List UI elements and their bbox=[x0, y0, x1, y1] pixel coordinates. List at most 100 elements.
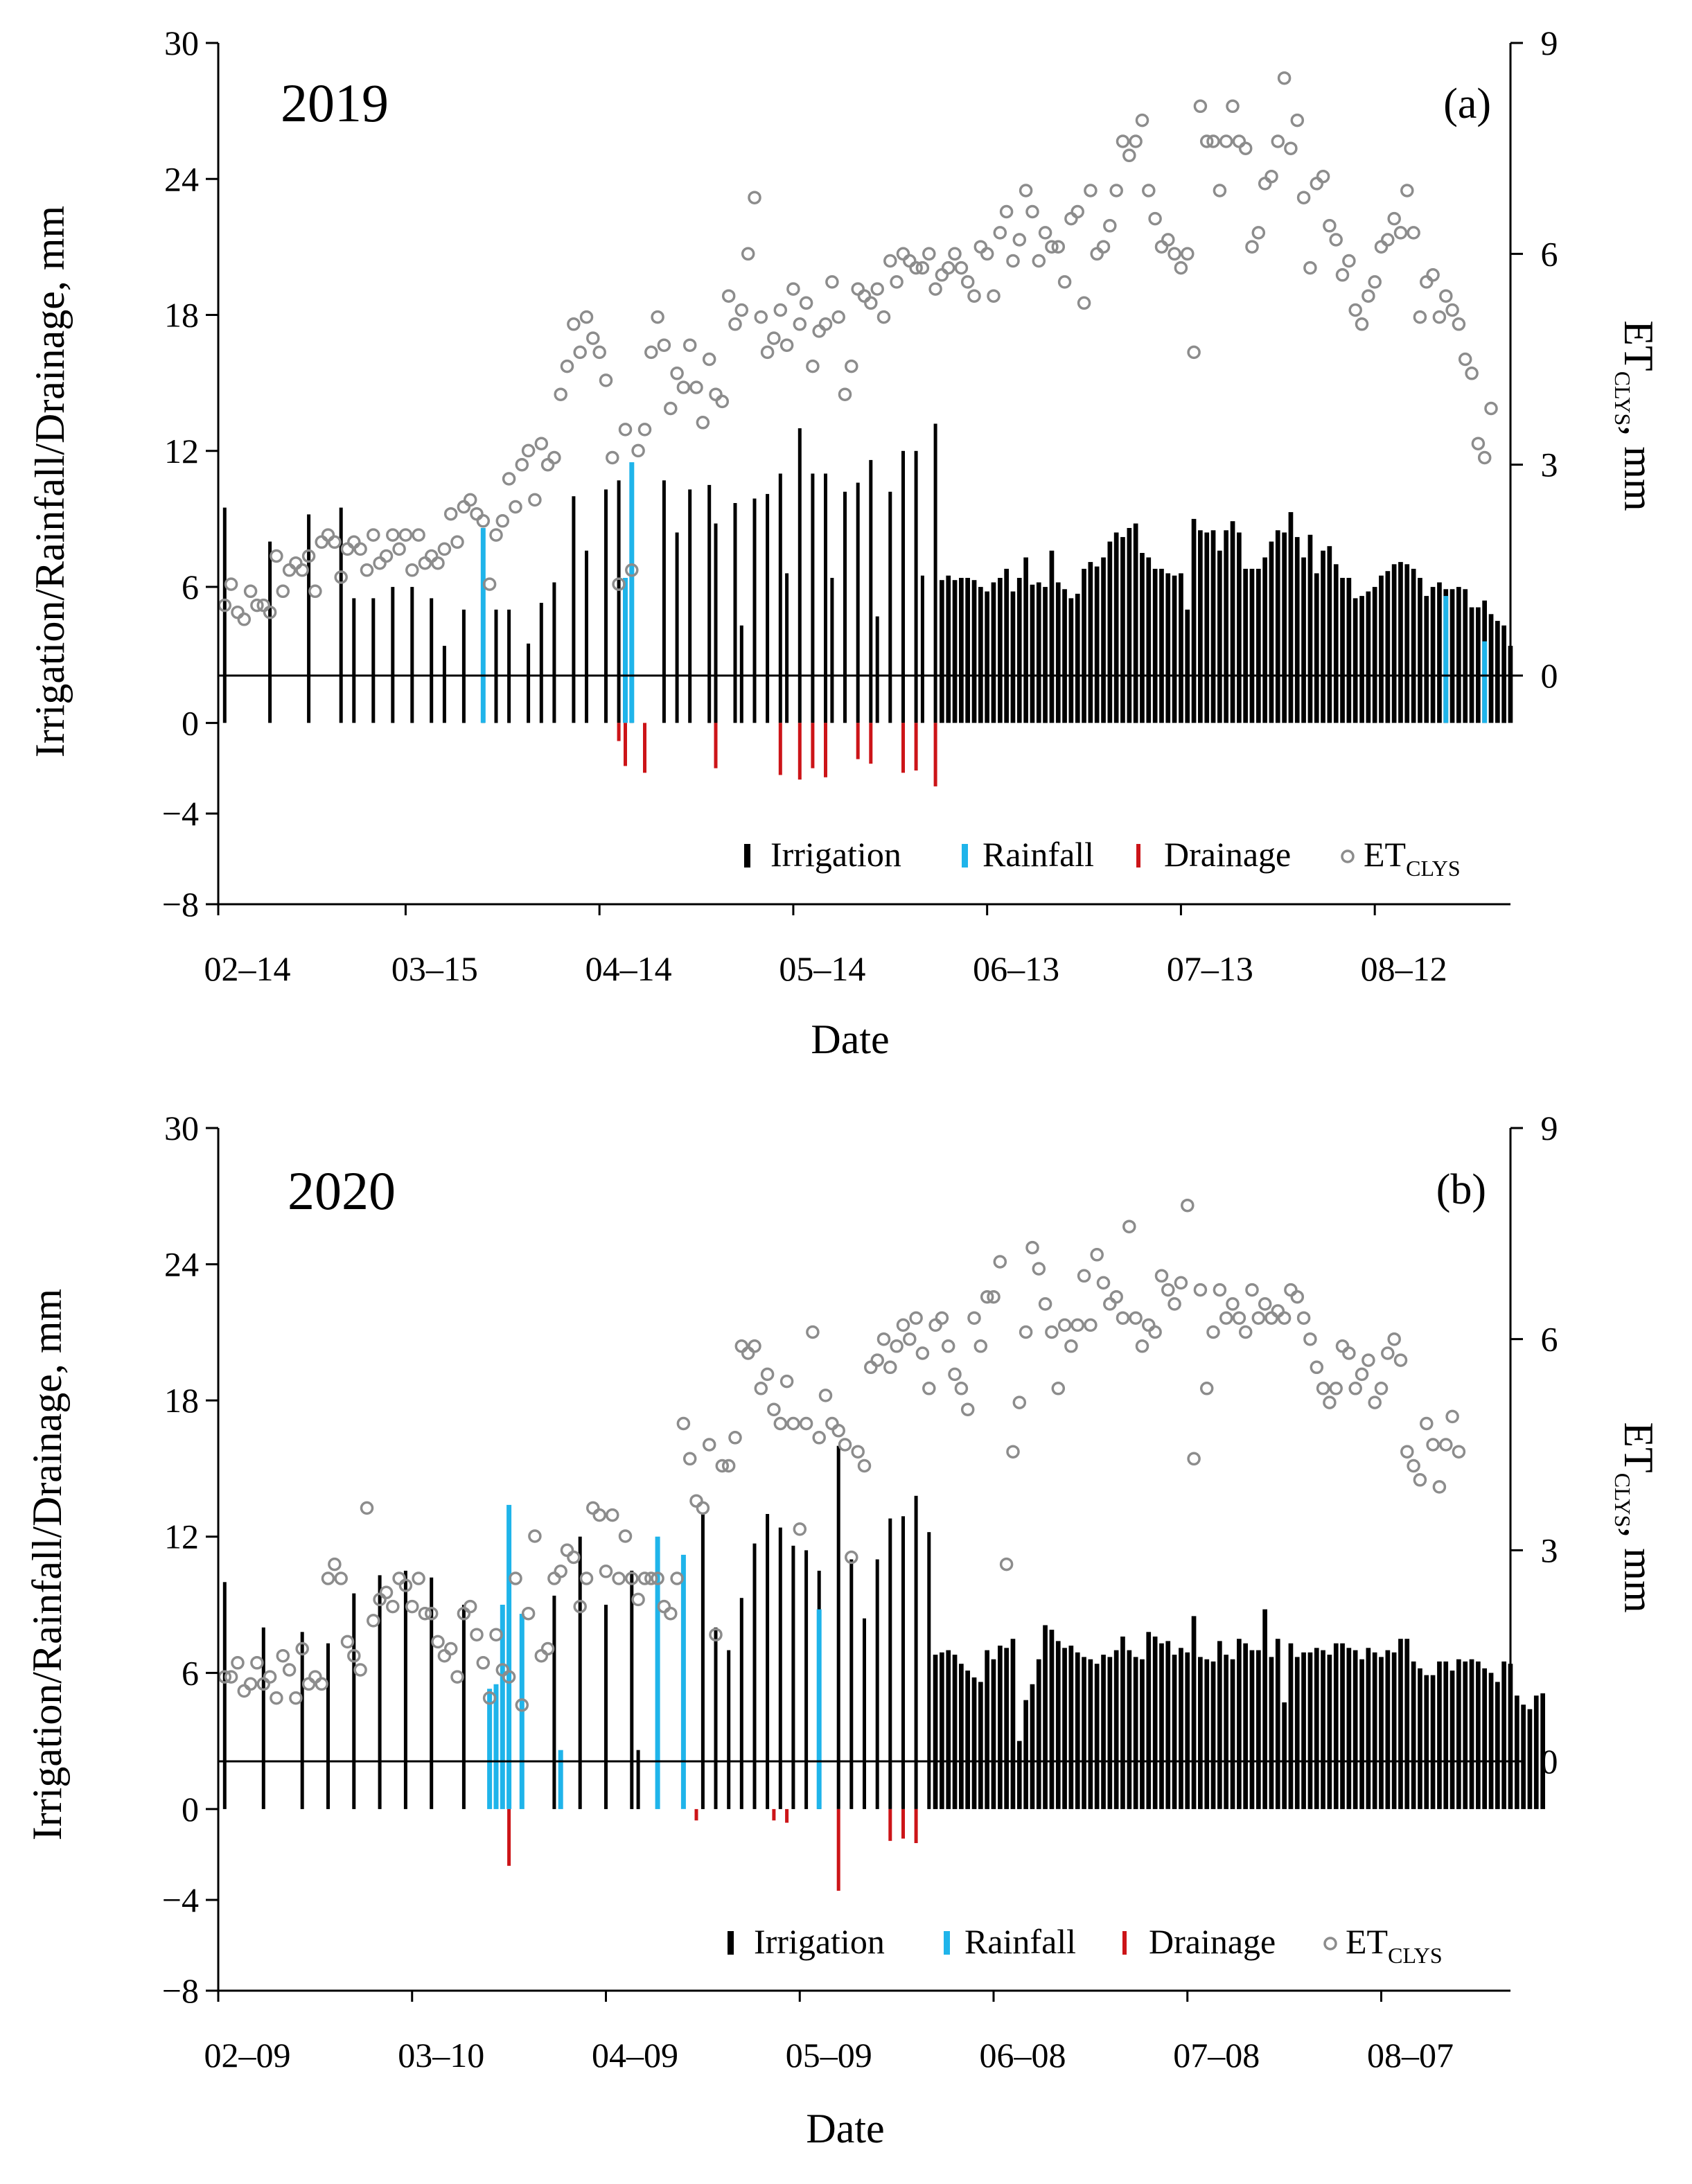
et-point bbox=[799, 296, 813, 310]
irrigation-bar bbox=[933, 423, 937, 723]
irrigation-bar bbox=[268, 541, 272, 723]
et-point bbox=[999, 1557, 1014, 1571]
y2-tick-label: 6 bbox=[1541, 1320, 1558, 1359]
et-point bbox=[883, 254, 897, 268]
x-tick-label: 05–14 bbox=[779, 949, 865, 988]
irrigation-bar bbox=[1398, 1639, 1403, 1809]
et-point bbox=[1381, 1346, 1395, 1360]
et-point bbox=[793, 317, 807, 331]
irrigation-bar bbox=[1159, 1643, 1164, 1809]
et-point bbox=[1316, 169, 1330, 184]
et-point bbox=[560, 1543, 574, 1558]
y2-axis-title-unit: , mm bbox=[1616, 1527, 1662, 1612]
et-point bbox=[864, 1360, 878, 1375]
et-point bbox=[276, 1648, 290, 1663]
et-point bbox=[1245, 240, 1259, 254]
et-point bbox=[301, 1677, 316, 1691]
et-point bbox=[418, 556, 432, 570]
et-point bbox=[1181, 247, 1195, 261]
irrigation-bar bbox=[688, 489, 692, 723]
irrigation-bar bbox=[714, 1627, 718, 1809]
et-point bbox=[954, 1382, 969, 1395]
et-point bbox=[786, 1416, 800, 1431]
irrigation-bar bbox=[1321, 1650, 1325, 1809]
x-axis-title: Date bbox=[806, 2106, 884, 2151]
irrigation-bar bbox=[1314, 573, 1319, 723]
y2-axis-title-main: ET bbox=[1616, 320, 1662, 371]
et-point bbox=[1361, 289, 1375, 303]
et-point bbox=[270, 1691, 283, 1705]
et-point bbox=[1109, 1289, 1123, 1304]
irrigation-bar bbox=[1307, 534, 1313, 723]
irrigation-bar bbox=[707, 484, 712, 723]
irrigation-bar bbox=[1049, 1630, 1055, 1809]
irrigation-bar bbox=[888, 1518, 892, 1809]
et-point bbox=[1310, 177, 1324, 191]
et-point bbox=[579, 1571, 594, 1585]
year-label: 2020 bbox=[288, 1161, 396, 1221]
et-point bbox=[851, 1445, 865, 1459]
irrigation-bar bbox=[1501, 1661, 1506, 1809]
et-point bbox=[670, 1571, 684, 1585]
drainage-bar bbox=[824, 723, 827, 777]
et-point bbox=[334, 1571, 348, 1585]
irrigation-bar bbox=[1508, 646, 1513, 723]
drainage-bar bbox=[811, 723, 815, 768]
irrigation-bar bbox=[1249, 1650, 1255, 1809]
et-point bbox=[1154, 1269, 1169, 1283]
et-point bbox=[418, 1606, 432, 1621]
et-point bbox=[696, 1501, 710, 1515]
et-point bbox=[954, 261, 969, 275]
et-point bbox=[1400, 1445, 1414, 1459]
irrigation-bar bbox=[1488, 1673, 1494, 1809]
et-point bbox=[1400, 184, 1414, 197]
et-point bbox=[592, 1508, 606, 1522]
irrigation-bar bbox=[604, 489, 608, 723]
rainfall-bar bbox=[655, 1536, 660, 1809]
et-point bbox=[1426, 268, 1440, 282]
irrigation-bar bbox=[1055, 1641, 1061, 1809]
et-point bbox=[270, 549, 283, 563]
et-point bbox=[1420, 275, 1434, 289]
et-point bbox=[1213, 1283, 1227, 1297]
legend-swatch-irrigation bbox=[728, 1931, 734, 1955]
irrigation-bar bbox=[222, 507, 227, 723]
et-point bbox=[1284, 1283, 1298, 1297]
drainage-bar bbox=[643, 723, 646, 773]
et-point bbox=[1154, 240, 1169, 254]
irrigation-bar bbox=[352, 598, 356, 723]
irrigation-bar bbox=[965, 578, 970, 723]
irrigation-bar bbox=[739, 625, 743, 723]
irrigation-bar bbox=[1113, 1650, 1119, 1809]
et-point bbox=[1296, 191, 1311, 204]
et-point bbox=[890, 275, 904, 289]
et-point bbox=[935, 1311, 949, 1325]
irrigation-bar bbox=[494, 609, 498, 723]
irrigation-bar bbox=[766, 493, 770, 723]
irrigation-bar bbox=[1210, 530, 1216, 723]
rainfall-bar bbox=[480, 528, 486, 723]
panel-label: (b) bbox=[1436, 1166, 1486, 1213]
irrigation-bar bbox=[1430, 587, 1436, 723]
irrigation-bar bbox=[752, 498, 757, 723]
x-tick-label: 04–14 bbox=[585, 949, 672, 988]
irrigation-bar bbox=[1075, 593, 1080, 723]
y-tick-label: −4 bbox=[162, 1881, 199, 1919]
irrigation-bar bbox=[1288, 1643, 1294, 1809]
et-point bbox=[567, 317, 581, 331]
et-point bbox=[1167, 1297, 1181, 1311]
irrigation-bar bbox=[1346, 1648, 1352, 1809]
irrigation-bar bbox=[1191, 1616, 1197, 1809]
svg-text:ETCLYS, mm: ETCLYS, mm bbox=[1610, 320, 1662, 511]
legend-marker-et bbox=[1323, 1937, 1337, 1950]
panel-label: (a) bbox=[1443, 80, 1491, 127]
irrigation-bar bbox=[1262, 1609, 1267, 1809]
et-point bbox=[1445, 1409, 1459, 1424]
et-point bbox=[1096, 240, 1111, 254]
irrigation-bar bbox=[617, 480, 621, 723]
irrigation-bar bbox=[507, 609, 511, 723]
et-point bbox=[715, 394, 730, 409]
et-point bbox=[786, 282, 800, 296]
et-point bbox=[1407, 226, 1420, 240]
